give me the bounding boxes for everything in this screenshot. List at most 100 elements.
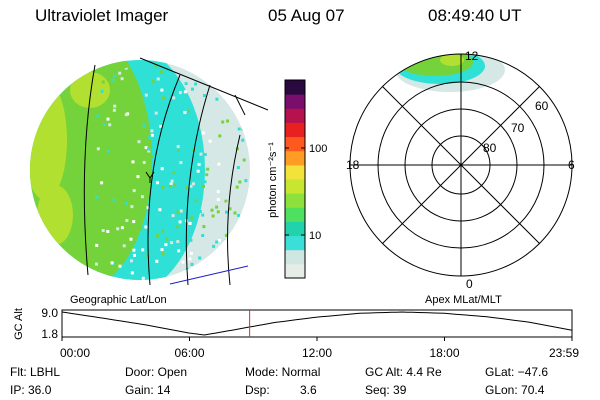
globe-speckle-pixel	[241, 138, 245, 142]
altitude-xtick-label: 12:00	[302, 346, 332, 360]
colorbar-swatch	[285, 193, 305, 208]
globe-speckle-pixel	[216, 190, 220, 194]
globe-speckle-pixel	[217, 113, 221, 117]
globe-speckle-pixel	[119, 246, 123, 249]
colorbar-swatch	[285, 150, 305, 166]
polar-mlt-18: 18	[346, 158, 360, 172]
globe-speckle-pixel	[208, 232, 212, 236]
globe-speckle-pixel	[160, 146, 164, 150]
globe-speckle-pixel	[216, 210, 220, 214]
globe-speckle-pixel	[208, 139, 212, 143]
globe-parallel-2	[234, 94, 246, 116]
globe-speckle-pixel	[228, 182, 231, 186]
polar-label: Apex MLat/MLT	[425, 294, 502, 306]
globe-speckle-pixel	[160, 88, 164, 92]
colorbar-swatch	[285, 207, 305, 222]
globe-speckle-pixel	[108, 123, 112, 127]
globe-speckle-pixel	[202, 169, 206, 173]
globe-speckle-pixel	[106, 117, 110, 121]
globe-speckle-pixel	[118, 264, 122, 268]
globe-speckle-pixel	[179, 209, 183, 213]
altitude-xtick-label: 00:00	[60, 346, 90, 360]
colorbar-swatch	[285, 80, 305, 95]
globe-speckle-pixel	[191, 87, 194, 91]
globe-speckle-pixel	[190, 216, 194, 220]
globe-speckle-pixel	[188, 257, 192, 261]
globe-speckle-pixel	[146, 206, 150, 210]
globe-speckle-pixel	[216, 198, 220, 201]
globe-speckle-pixel	[150, 129, 154, 133]
altitude-ytick-max: 9.0	[41, 306, 58, 320]
globe-speckle-pixel	[98, 260, 102, 264]
globe-speckle-pixel	[185, 186, 188, 190]
globe-speckle-pixel	[178, 220, 182, 224]
altitude-xtick-label: 18:00	[429, 346, 459, 360]
globe-speckle-pixel	[141, 248, 145, 252]
colorbar-swatches	[285, 80, 305, 279]
globe-speckle-pixel	[172, 96, 176, 100]
info-glon: GLon: 70.4	[485, 383, 545, 397]
colorbar-swatch	[285, 94, 305, 109]
globe-speckle-pixel	[151, 256, 155, 260]
globe-parallel-1	[139, 57, 269, 111]
globe-speckle-pixel	[158, 208, 162, 212]
globe-speckle-pixel	[205, 173, 209, 177]
globe-speckle-pixel	[133, 195, 137, 199]
info-gcalt: GC Alt: 4.4 Re	[365, 365, 442, 379]
globe-speckle-pixel	[232, 72, 236, 76]
globe-speckle-pixel	[179, 161, 183, 165]
globe-speckle-pixel	[177, 148, 180, 152]
globe-speckle-pixel	[160, 248, 164, 252]
globe-speckle-pixel	[155, 259, 159, 263]
globe-speckle-pixel	[177, 249, 181, 253]
globe-speckle-pixel	[232, 260, 236, 264]
globe-speckle-pixel	[96, 278, 100, 280]
globe-speckle-pixel	[202, 225, 206, 229]
globe-speckle-pixel	[160, 167, 164, 171]
globe-meridian-1	[83, 64, 96, 276]
globe-speckle-pixel	[230, 71, 234, 75]
globe-speckle-pixel	[188, 226, 192, 230]
globe-speckle-pixel	[184, 82, 188, 86]
globe-speckle-pixel	[194, 199, 198, 203]
altitude-curve	[61, 311, 573, 336]
globe-speckle-pixel	[112, 197, 116, 201]
globe-speckle-pixel	[116, 227, 120, 231]
globe-meridian-3	[185, 84, 211, 286]
globe-speckle-pixel	[226, 84, 230, 88]
globe-speckle-pixel	[172, 171, 176, 175]
globe-speckle-pixel	[228, 95, 232, 99]
globe-speckle-pixel	[132, 248, 136, 252]
globe-speckle-pixel	[164, 243, 168, 247]
globe-speckle-pixel	[157, 80, 160, 84]
polar-bright-region	[440, 54, 464, 66]
globe-speckle-pixel	[150, 155, 154, 159]
globe-speckle-pixel	[170, 241, 174, 245]
globe-speckle-pixel	[194, 82, 198, 86]
globe-bright-region-3	[70, 72, 110, 108]
globe-speckle-pixel	[201, 213, 205, 217]
globe-speckle-pixel	[180, 95, 184, 99]
globe-speckle-pixel	[240, 212, 244, 216]
globe-meridian-4	[227, 134, 241, 286]
globe-speckle-pixel	[190, 262, 194, 266]
globe-speckle-pixel	[112, 108, 116, 112]
globe-speckle-pixel	[210, 208, 214, 212]
globe-speckle-pixel	[237, 127, 241, 131]
globe-speckle-pixel	[147, 149, 151, 153]
globe-speckle-pixel	[224, 99, 228, 103]
globe-speckle-pixel	[183, 90, 187, 94]
globe-speckle-pixel	[189, 184, 193, 188]
colorbar-unit-label: photon cm⁻²s⁻¹	[267, 142, 279, 218]
globe-speckle-pixel	[244, 76, 248, 80]
globe-bright-region-2	[37, 185, 73, 245]
globe-speckle-pixel	[241, 127, 245, 131]
globe-speckle-pixel	[238, 65, 242, 69]
globe-speckle-pixel	[222, 149, 226, 153]
globe-speckle-pixel	[112, 133, 116, 137]
globe-speckle-pixel	[132, 189, 136, 193]
globe-speckle-pixel	[219, 69, 223, 73]
colorbar-swatch	[285, 164, 305, 180]
globe-speckle-pixel	[124, 113, 128, 117]
globe-speckle-pixel	[142, 161, 146, 164]
